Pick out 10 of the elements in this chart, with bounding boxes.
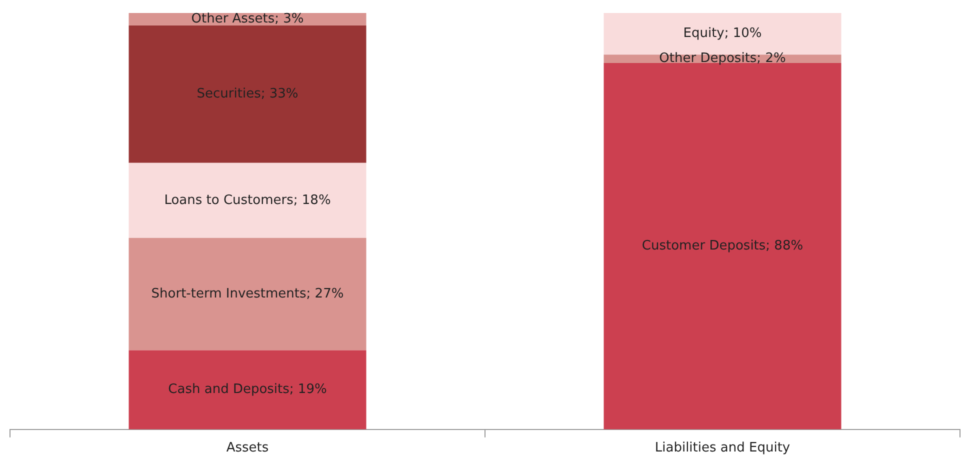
data-label: Customer Deposits; 88% bbox=[642, 238, 804, 254]
data-label: Equity; 10% bbox=[683, 26, 762, 42]
data-label: Short-term Investments; 27% bbox=[151, 286, 344, 302]
x-tick-label: Assets bbox=[226, 440, 269, 456]
data-label: Other Deposits; 2% bbox=[659, 51, 786, 66]
x-tick-label: Liabilities and Equity bbox=[654, 440, 790, 456]
data-label: Cash and Deposits; 19% bbox=[168, 382, 327, 398]
data-label: Securities; 33% bbox=[196, 86, 298, 102]
data-label: Other Assets; 3% bbox=[191, 12, 304, 27]
data-label: Loans to Customers; 18% bbox=[164, 192, 331, 208]
